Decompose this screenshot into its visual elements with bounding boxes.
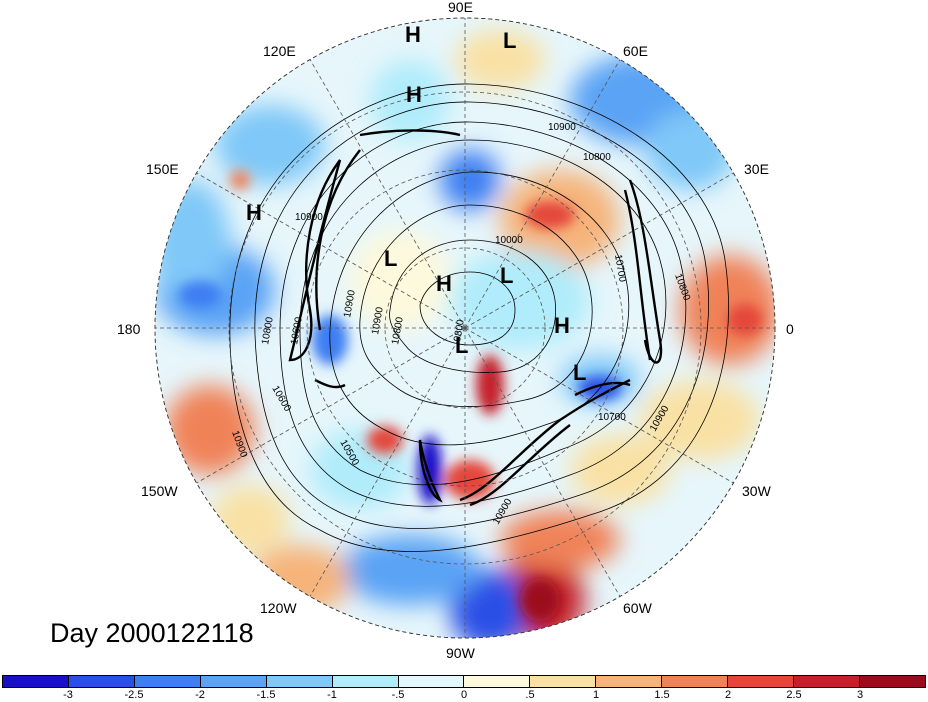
colorbar-swatch xyxy=(3,676,69,687)
colorbar-tick-label: 1.5 xyxy=(654,689,670,701)
colorbar-tick-label: 2 xyxy=(724,689,732,701)
colorbar: -3 -2.5 -2 -1.5 -1 -.5 0 .5 1 1.5 2 2.5 3 xyxy=(0,675,928,702)
lon-label-90w: 90W xyxy=(446,645,476,661)
pressure-centers: H H H H H H L L L L L xyxy=(246,22,586,385)
colorbar-tick-label: -1.5 xyxy=(256,689,276,701)
colorbar-tick-label: 2.5 xyxy=(786,689,802,701)
longitude-labels: 90E 60E 30E 0 30W 60W 90W 120W 150W 180 … xyxy=(117,0,794,661)
colorbar-tick-label: 3 xyxy=(856,689,864,701)
colorbar-swatch xyxy=(266,676,333,687)
colorbar-swatch xyxy=(68,676,135,687)
colorbar-swatch xyxy=(794,676,860,687)
colorbar-boxes xyxy=(2,675,926,688)
colorbar-swatch xyxy=(464,676,531,687)
colorbar-tick-label: .5 xyxy=(525,689,535,701)
lon-label-30w: 30W xyxy=(742,483,772,499)
colorbar-swatch xyxy=(662,676,729,687)
colorbar-swatch xyxy=(332,676,399,687)
colorbar-tick-label: -.5 xyxy=(391,689,405,701)
high-label: H xyxy=(405,22,421,47)
colorbar-tick-label: -2.5 xyxy=(124,689,144,701)
lon-label-120e: 120E xyxy=(263,43,296,59)
high-label: H xyxy=(246,200,262,225)
meridian-lines xyxy=(155,18,775,638)
height-contours xyxy=(229,83,729,552)
contour-label: 10700 xyxy=(598,412,626,423)
lon-label-120w: 120W xyxy=(260,600,297,616)
map-boundary xyxy=(154,17,776,639)
high-label: H xyxy=(436,271,452,296)
colorbar-tick-label: 1 xyxy=(592,689,600,701)
lon-label-150e: 150E xyxy=(146,161,179,177)
low-label: L xyxy=(500,263,513,288)
lon-label-60e: 60E xyxy=(623,43,648,59)
high-label: H xyxy=(406,82,422,107)
low-label: L xyxy=(573,360,586,385)
contour-label: 10800 xyxy=(390,316,406,346)
lon-label-0: 0 xyxy=(786,321,794,337)
low-label: L xyxy=(455,333,468,358)
contour-label: 10700 xyxy=(612,254,628,284)
colorbar-swatch xyxy=(200,676,267,687)
colorbar-tick-label: 0 xyxy=(460,689,468,701)
colorbar-swatch xyxy=(530,676,597,687)
day-title: Day 2000122118 xyxy=(50,618,254,648)
contour-label: 10800 xyxy=(260,316,276,346)
contour-label: 10900 xyxy=(295,212,323,223)
contour-label: 9800 xyxy=(452,318,467,342)
high-label: H xyxy=(554,313,570,338)
polar-stereographic-map: 10900 10800 10000 10900 10600 10800 1070… xyxy=(117,0,794,661)
contour-label: 10900 xyxy=(548,122,576,133)
colorbar-tick-label: -1 xyxy=(327,689,337,701)
contour-label: 10800 xyxy=(583,152,611,163)
colorbar-swatch xyxy=(398,676,465,687)
colorbar-swatch xyxy=(134,676,201,687)
contour-label: 10900 xyxy=(370,306,386,336)
contour-label: 10600 xyxy=(289,316,305,346)
colorbar-tick-label: -3 xyxy=(63,689,73,701)
lon-label-90e: 90E xyxy=(448,0,473,15)
low-label: L xyxy=(384,246,397,271)
lon-label-180: 180 xyxy=(117,321,141,337)
lon-label-150w: 150W xyxy=(141,483,178,499)
colorbar-swatch xyxy=(859,676,925,687)
contour-label: 10900 xyxy=(342,289,358,319)
lon-label-60w: 60W xyxy=(623,600,653,616)
colorbar-tick-label: -2 xyxy=(195,689,205,701)
lon-label-30e: 30E xyxy=(744,161,769,177)
colorbar-swatch xyxy=(596,676,663,687)
low-label: L xyxy=(503,28,516,53)
high-label: H xyxy=(553,306,569,331)
colorbar-swatch xyxy=(728,676,795,687)
contour-label: 10000 xyxy=(495,235,523,246)
